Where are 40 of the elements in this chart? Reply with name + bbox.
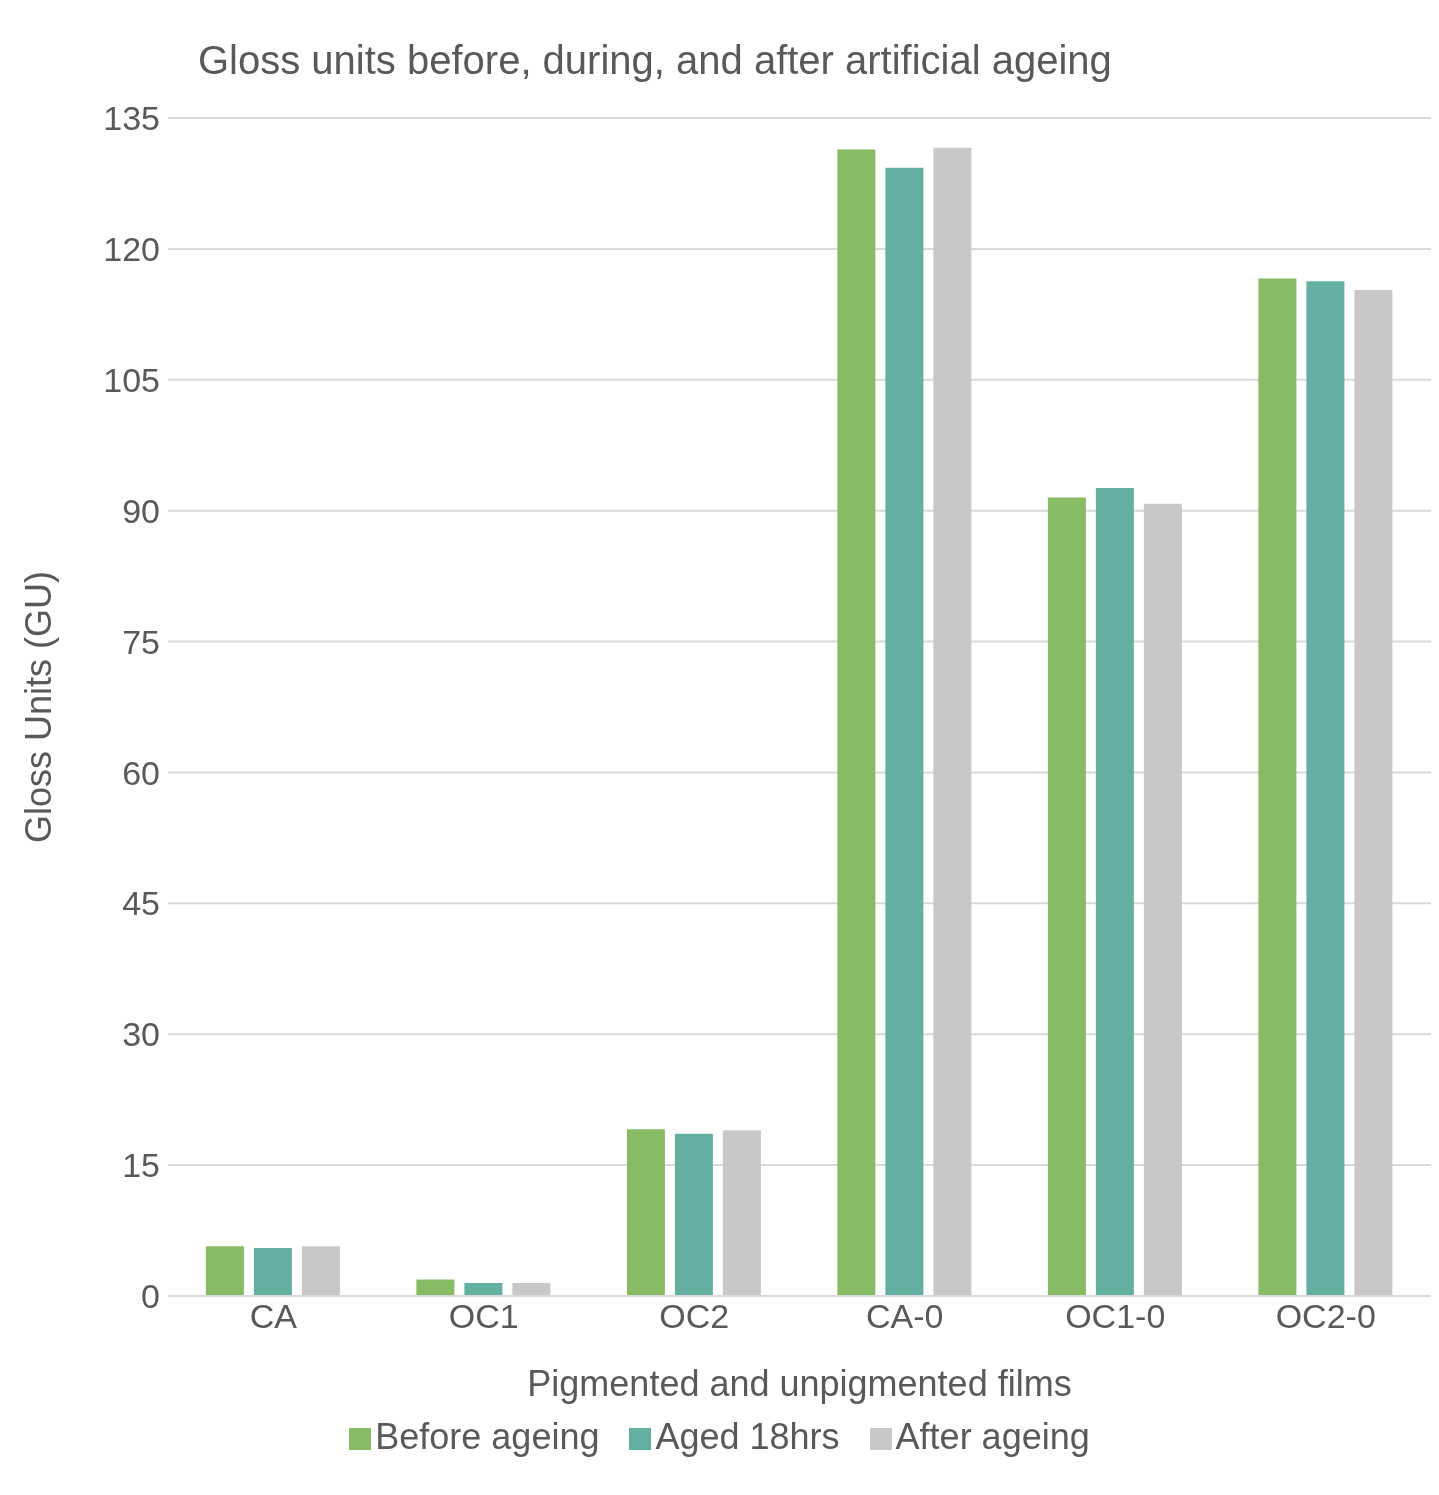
bar	[1258, 278, 1297, 1296]
y-tick-label: 120	[103, 229, 160, 268]
bar	[674, 1133, 713, 1296]
x-axis-title: Pigmented and unpigmented films	[527, 1363, 1072, 1404]
bar	[416, 1279, 455, 1296]
bar	[885, 167, 924, 1296]
legend-label: Before ageing	[375, 1416, 600, 1457]
bar	[933, 147, 972, 1296]
bar	[1095, 487, 1134, 1296]
y-tick-label: 60	[122, 753, 160, 792]
x-tick-label: OC1	[448, 1297, 519, 1336]
y-tick-label: 45	[122, 884, 160, 923]
y-tick-label: 15	[122, 1146, 160, 1185]
x-tick-label: CA	[249, 1297, 298, 1336]
bar	[464, 1282, 503, 1296]
bar	[512, 1282, 551, 1296]
bar	[253, 1248, 292, 1296]
y-axis-title: Gloss Units (GU)	[17, 570, 59, 844]
legend-label: Aged 18hrs	[655, 1416, 840, 1457]
x-tick-label: OC2-0	[1275, 1297, 1376, 1336]
x-tick-label: CA-0	[866, 1297, 944, 1336]
y-tick-label: 30	[122, 1015, 160, 1054]
y-tick-label: 0	[141, 1277, 160, 1316]
bar	[1306, 281, 1345, 1296]
bar	[722, 1130, 761, 1296]
bar	[301, 1246, 340, 1296]
bar	[205, 1246, 244, 1296]
x-tick-label: OC1-0	[1065, 1297, 1166, 1336]
bar	[1354, 289, 1393, 1296]
bar	[1047, 497, 1086, 1296]
bar	[626, 1129, 665, 1296]
legend-label: After ageing	[895, 1416, 1090, 1457]
y-tick-label: 90	[122, 491, 160, 530]
y-tick-label: 135	[103, 99, 160, 138]
chart-title: Gloss units before, during, and after artificial ageing	[197, 37, 1113, 84]
y-tick-label: 75	[122, 622, 160, 661]
bar	[1143, 503, 1182, 1296]
x-tick-label: OC2	[659, 1297, 730, 1336]
bar	[837, 149, 876, 1296]
y-tick-label: 105	[103, 360, 160, 399]
